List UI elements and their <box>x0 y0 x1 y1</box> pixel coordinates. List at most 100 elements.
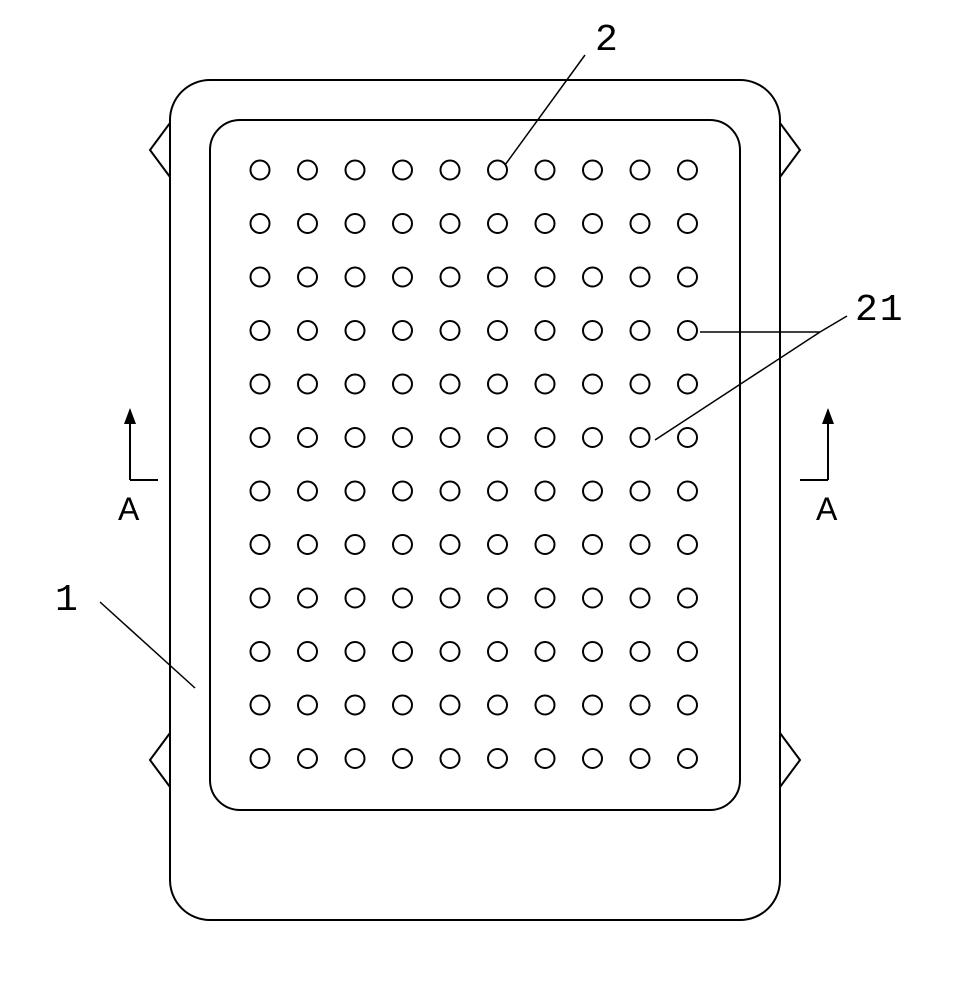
hole <box>251 482 270 501</box>
hole <box>631 214 650 233</box>
hole <box>393 535 412 554</box>
hole <box>393 375 412 394</box>
leader-21-stub <box>820 316 847 332</box>
hole <box>536 589 555 608</box>
hole <box>251 321 270 340</box>
hole <box>488 268 507 287</box>
hole <box>346 161 365 180</box>
hole <box>536 268 555 287</box>
hole <box>441 482 460 501</box>
hole <box>251 428 270 447</box>
hole <box>583 161 602 180</box>
hole <box>583 268 602 287</box>
hole <box>536 428 555 447</box>
hole <box>488 375 507 394</box>
hole <box>583 375 602 394</box>
hole <box>298 321 317 340</box>
mounting-ear <box>150 123 170 177</box>
hole <box>393 482 412 501</box>
hole <box>631 321 650 340</box>
hole <box>298 268 317 287</box>
hole <box>298 482 317 501</box>
section-label: A <box>816 491 838 527</box>
hole <box>393 321 412 340</box>
callout-label: 2 <box>595 19 620 62</box>
hole <box>298 696 317 715</box>
hole <box>393 161 412 180</box>
hole <box>488 589 507 608</box>
hole <box>536 375 555 394</box>
hole <box>251 161 270 180</box>
hole <box>678 214 697 233</box>
hole <box>441 535 460 554</box>
hole <box>251 749 270 768</box>
hole <box>488 428 507 447</box>
hole <box>346 535 365 554</box>
inner-panel <box>210 120 740 810</box>
hole <box>346 428 365 447</box>
hole <box>441 589 460 608</box>
hole <box>631 428 650 447</box>
hole <box>346 482 365 501</box>
hole <box>488 214 507 233</box>
leader-1 <box>100 602 195 688</box>
hole <box>536 696 555 715</box>
hole <box>631 375 650 394</box>
hole <box>678 161 697 180</box>
callout-label: 21 <box>855 289 905 332</box>
leader-21b <box>655 332 820 440</box>
hole <box>298 589 317 608</box>
hole <box>393 696 412 715</box>
hole <box>488 749 507 768</box>
hole <box>251 375 270 394</box>
hole <box>583 214 602 233</box>
hole <box>488 696 507 715</box>
hole <box>251 214 270 233</box>
hole <box>393 589 412 608</box>
hole <box>631 749 650 768</box>
hole <box>678 749 697 768</box>
hole <box>441 161 460 180</box>
hole <box>346 642 365 661</box>
hole <box>441 642 460 661</box>
hole <box>393 428 412 447</box>
hole <box>488 642 507 661</box>
hole <box>346 375 365 394</box>
hole <box>298 161 317 180</box>
hole <box>346 749 365 768</box>
hole <box>583 321 602 340</box>
hole <box>631 642 650 661</box>
hole <box>346 214 365 233</box>
hole <box>678 535 697 554</box>
hole <box>393 268 412 287</box>
hole <box>583 696 602 715</box>
hole <box>298 749 317 768</box>
callout-label: 1 <box>55 579 80 622</box>
hole <box>678 428 697 447</box>
hole <box>441 321 460 340</box>
section-mark-left: A <box>118 408 158 527</box>
hole <box>393 642 412 661</box>
hole <box>678 268 697 287</box>
hole <box>536 642 555 661</box>
hole <box>583 428 602 447</box>
hole <box>678 642 697 661</box>
hole <box>583 589 602 608</box>
leader-2 <box>505 55 585 165</box>
hole <box>678 696 697 715</box>
hole <box>678 589 697 608</box>
hole <box>678 321 697 340</box>
hole <box>631 535 650 554</box>
hole <box>346 321 365 340</box>
hole <box>251 642 270 661</box>
hole <box>441 696 460 715</box>
section-mark-right: A <box>800 408 838 527</box>
hole <box>536 321 555 340</box>
hole <box>678 375 697 394</box>
section-label: A <box>118 491 140 527</box>
hole <box>678 482 697 501</box>
hole <box>583 642 602 661</box>
hole <box>536 535 555 554</box>
hole <box>298 214 317 233</box>
hole <box>488 161 507 180</box>
